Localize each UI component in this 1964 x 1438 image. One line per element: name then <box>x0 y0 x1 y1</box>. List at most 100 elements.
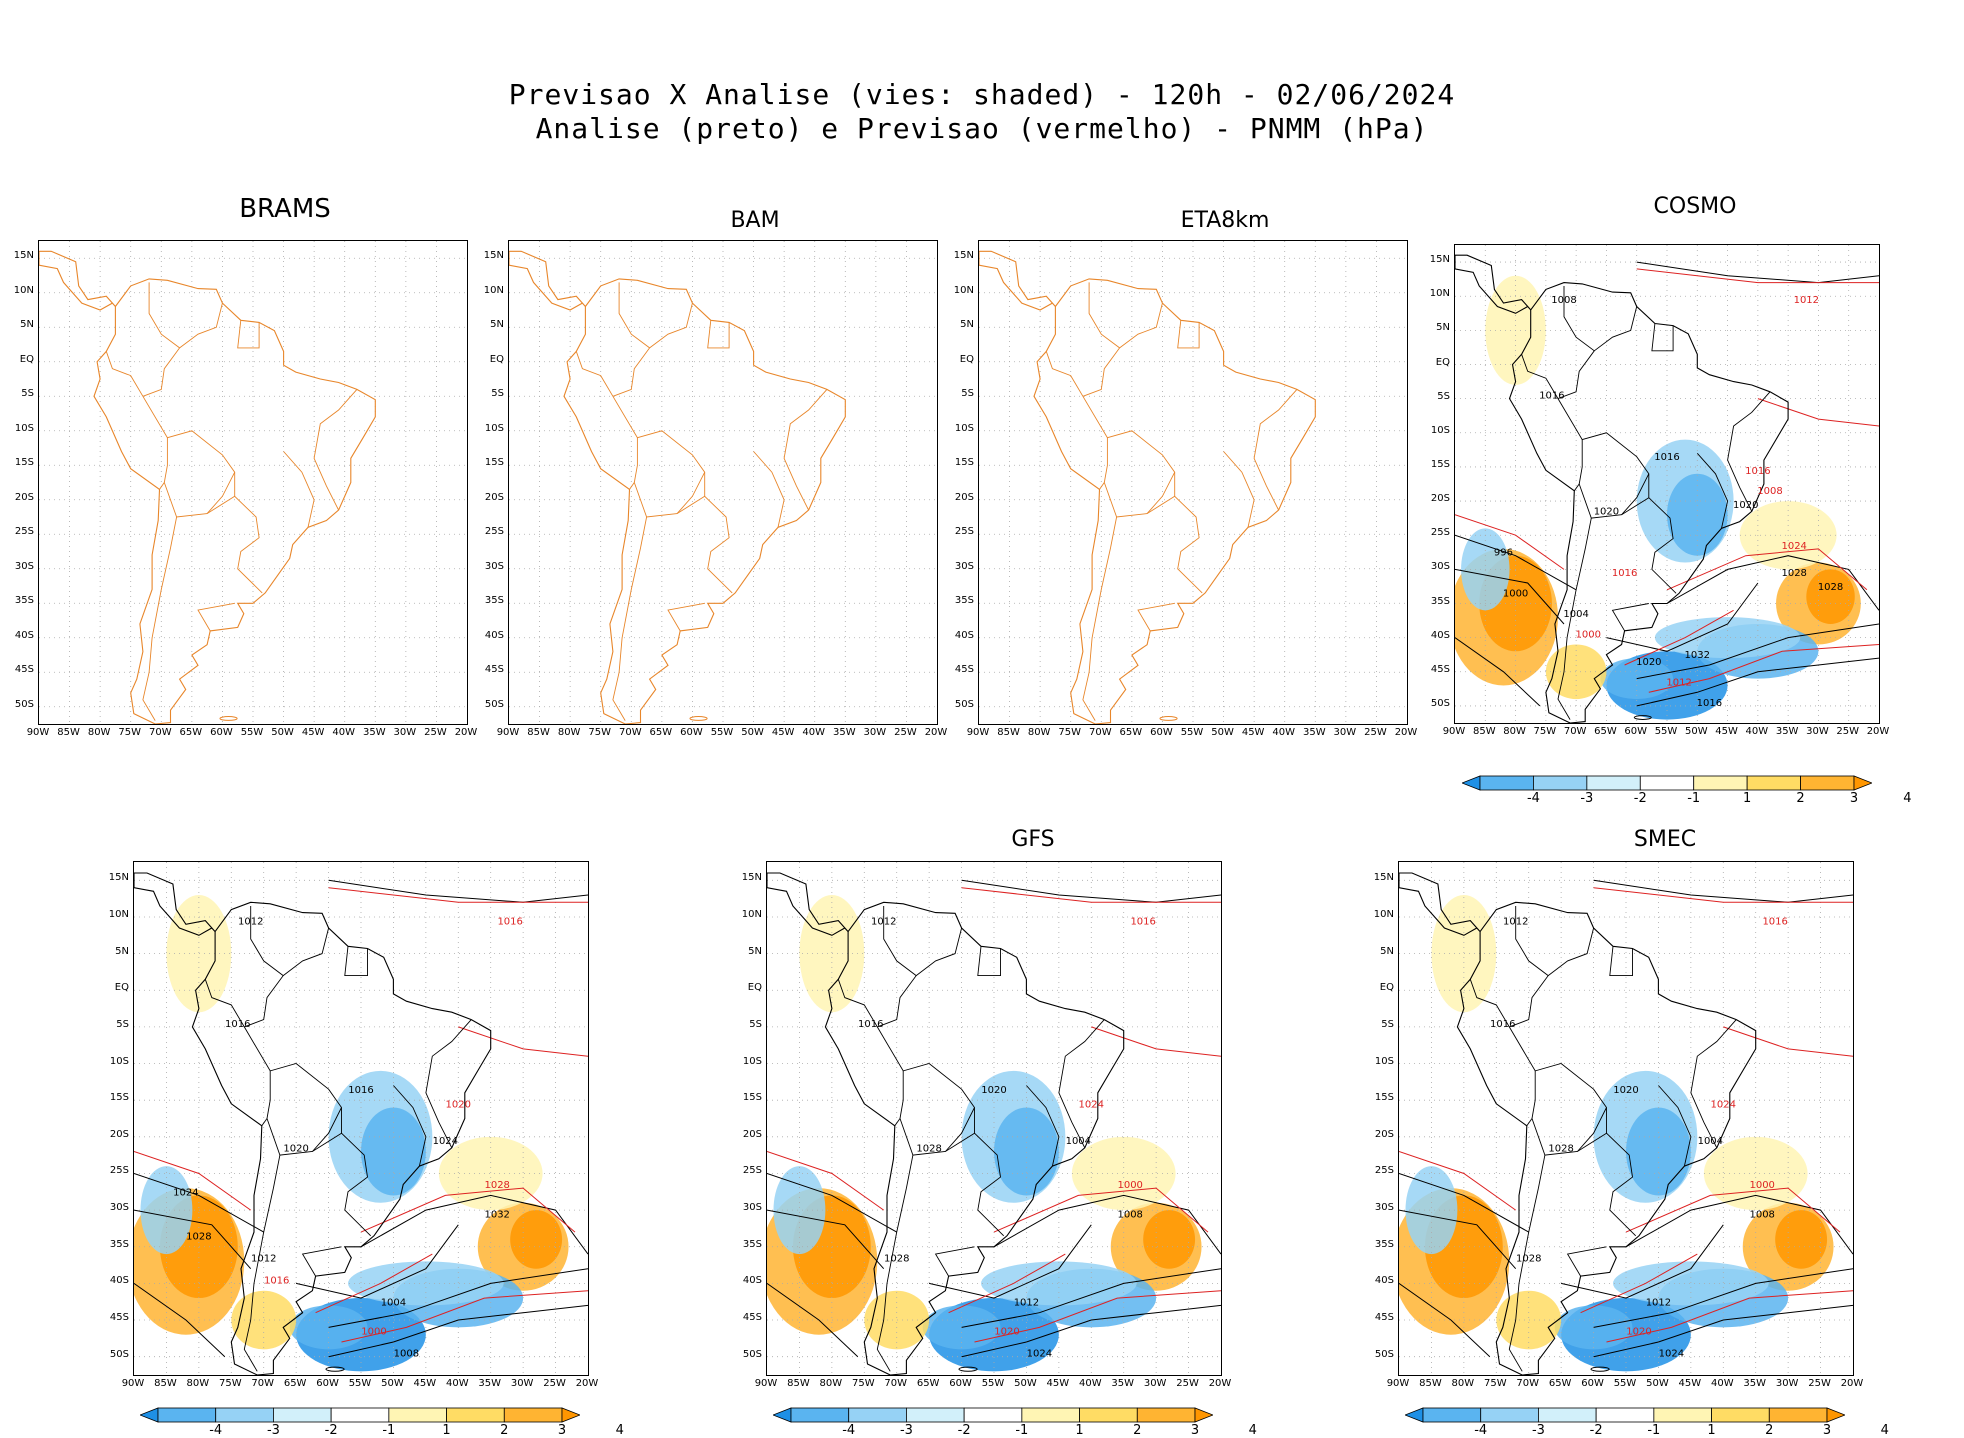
country-border <box>876 1155 914 1372</box>
colorbar-label: 3 <box>1822 1423 1832 1438</box>
country-border <box>1508 1026 1637 1237</box>
country-border <box>1594 306 1638 352</box>
isobar <box>1624 609 1734 666</box>
isobar <box>1593 1268 1853 1328</box>
isobar-label: 1016 <box>497 916 522 927</box>
lat-label: 15N <box>953 250 974 262</box>
lat-label: 10S <box>1430 424 1450 436</box>
colorbar: -4 -3 -2 -1 1 2 3 4 <box>138 1407 624 1438</box>
isobar-label: 1012 <box>1646 1297 1671 1308</box>
colorbar-swatch <box>1711 1407 1770 1423</box>
country-border <box>1526 1118 1533 1127</box>
lon-label: 85W <box>997 727 1020 738</box>
country-border <box>1573 483 1580 492</box>
lon-label: 20W <box>1840 1378 1864 1389</box>
bias-shading <box>231 1290 297 1350</box>
country-border <box>753 451 785 528</box>
lat-label: 5S <box>116 1018 129 1030</box>
isobar-label: 1020 <box>1626 1327 1651 1338</box>
colorbar-swatch <box>790 1407 850 1423</box>
isobar-label: 1028 <box>186 1231 211 1242</box>
isobar <box>1593 879 1853 903</box>
lat-label: 40S <box>742 1275 762 1287</box>
isobar <box>767 1173 897 1233</box>
panel-bam: BAM 15N 10N 5N EQ 5S 10S 15S 20S 25S 30S 35S 40S 45S… <box>470 190 948 750</box>
main-title-line2: Analise (preto) e Previsao (vermelho) - … <box>535 112 1429 145</box>
country-border <box>1658 1085 1692 1167</box>
isobar <box>928 1224 1092 1299</box>
lat-label: 45S <box>1430 663 1450 675</box>
lon-label: 80W <box>1027 727 1051 738</box>
bias-shading <box>166 894 232 1013</box>
country-border <box>1508 1155 1546 1372</box>
country-border <box>649 302 693 349</box>
isobar-label: 1016 <box>1539 391 1564 402</box>
lon-label: 45W <box>413 1378 437 1389</box>
lon-label: 90W <box>26 727 50 738</box>
lon-label: 20W <box>454 727 478 738</box>
lon-label: 80W <box>1451 1378 1475 1389</box>
isobar-label: 1020 <box>1636 657 1661 668</box>
colorbar-label: 2 <box>1796 791 1805 806</box>
lon-label: 50W <box>271 727 294 738</box>
bias-shading <box>1143 1210 1196 1269</box>
isobar <box>328 1304 588 1358</box>
isobar-label: 996 <box>1494 548 1513 559</box>
main-title-line1: Previsao X Analise (vies: shaded) - 120h… <box>508 78 1456 111</box>
lon-label: 80W <box>557 727 581 738</box>
lon-label: 25W <box>1808 1378 1831 1389</box>
lon-label: 45W <box>1678 1378 1702 1389</box>
country-border <box>1099 482 1105 490</box>
isobar-label: 1012 <box>238 916 263 927</box>
isobar <box>458 1026 588 1057</box>
country-border <box>301 1246 342 1277</box>
isobar-label: 1016 <box>1697 698 1722 709</box>
bias-shading <box>348 1261 504 1306</box>
lon-label: 70W <box>148 727 172 738</box>
isobar <box>328 887 588 903</box>
country-border <box>1521 354 1559 399</box>
colorbar-swatch <box>848 1407 907 1423</box>
isobar <box>1091 1026 1221 1057</box>
lon-label: 40W <box>1078 1378 1102 1389</box>
lat-label: 10N <box>741 908 762 920</box>
lon-label: 75W <box>1483 1378 1507 1389</box>
lon-label: 30W <box>1806 726 1829 737</box>
colorbar-swatch <box>138 1407 159 1423</box>
lon-label: 85W <box>527 727 550 738</box>
lon-label: 85W <box>787 1378 810 1389</box>
country-border <box>1103 437 1175 518</box>
colorbar-label: -1 <box>1647 1423 1661 1438</box>
lon-label: 50W <box>1646 1378 1669 1389</box>
lon-label: 65W <box>916 1378 940 1389</box>
colorbar-label: 2 <box>1765 1423 1774 1438</box>
lat-label: EQ <box>959 353 974 365</box>
coastline <box>1455 254 1532 314</box>
lat-label: 10N <box>483 284 504 296</box>
isobar-label: 1020 <box>446 1100 471 1111</box>
isobar <box>1593 887 1853 903</box>
isobar-label: 1020 <box>1594 507 1619 518</box>
lat-label: 45S <box>484 664 504 676</box>
isobar-label: 1032 <box>1685 650 1710 661</box>
lon-label: 45W <box>1046 1378 1070 1389</box>
lat-label: 45S <box>742 1312 762 1324</box>
country-border <box>283 451 315 528</box>
lon-label: 85W <box>1419 1378 1442 1389</box>
country-border <box>667 602 705 632</box>
country-border <box>575 351 614 397</box>
lat-label: 20S <box>742 1128 762 1140</box>
isobar-label: 1024 <box>1079 1100 1104 1111</box>
isobar <box>1560 1224 1724 1299</box>
colorbar-swatch <box>1595 1407 1655 1423</box>
country-border <box>612 282 651 397</box>
colorbar-swatch <box>1746 775 1801 791</box>
colorbar-swatch <box>1800 775 1855 791</box>
lat-label: 40S <box>109 1275 129 1287</box>
lat-label: 35S <box>484 595 504 607</box>
lon-label: 60W <box>1624 726 1648 737</box>
lat-label: 25S <box>954 526 974 538</box>
country-border <box>1119 302 1163 349</box>
lat-label: 45S <box>1374 1312 1394 1324</box>
lon-label: 80W <box>1503 726 1526 737</box>
